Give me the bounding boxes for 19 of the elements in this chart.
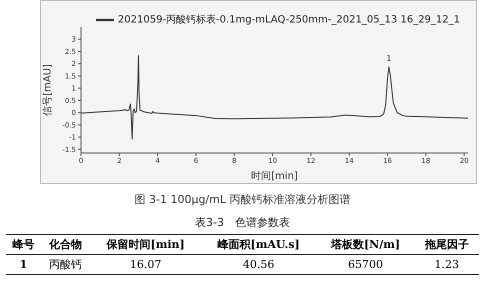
legend-label: 2021059-丙酸钙标表-0.1mg-mLAQ-250mm-_2021_05_13 16_29_12_1: [118, 14, 460, 26]
text: 峰面积[mAU.s]: [216, 237, 301, 253]
text: 65700: [347, 257, 384, 273]
text: 保留时间[min]: [105, 237, 186, 253]
line-series: [81, 55, 468, 140]
y-axis-title: 信号[mAU]: [42, 64, 54, 116]
text: 1: [18, 257, 28, 273]
annotation: 1: [386, 54, 392, 63]
text: 40.56: [242, 257, 276, 273]
text: 峰号: [11, 237, 36, 253]
text: 拖尾因子: [424, 237, 470, 253]
x-axis-title: 时间[min]: [251, 170, 298, 182]
text: 化合物: [48, 237, 84, 253]
text: 塔板数[N/m]: [330, 237, 402, 253]
text: 16.07: [128, 257, 162, 273]
text: 1.23: [434, 257, 460, 273]
caption: 图 3-1 100μg/mL 丙酸钙标准溶液分析图谱: [134, 192, 352, 207]
text: 丙酸钙: [48, 257, 84, 273]
text: 表3-3 色谱参数表: [194, 215, 291, 230]
